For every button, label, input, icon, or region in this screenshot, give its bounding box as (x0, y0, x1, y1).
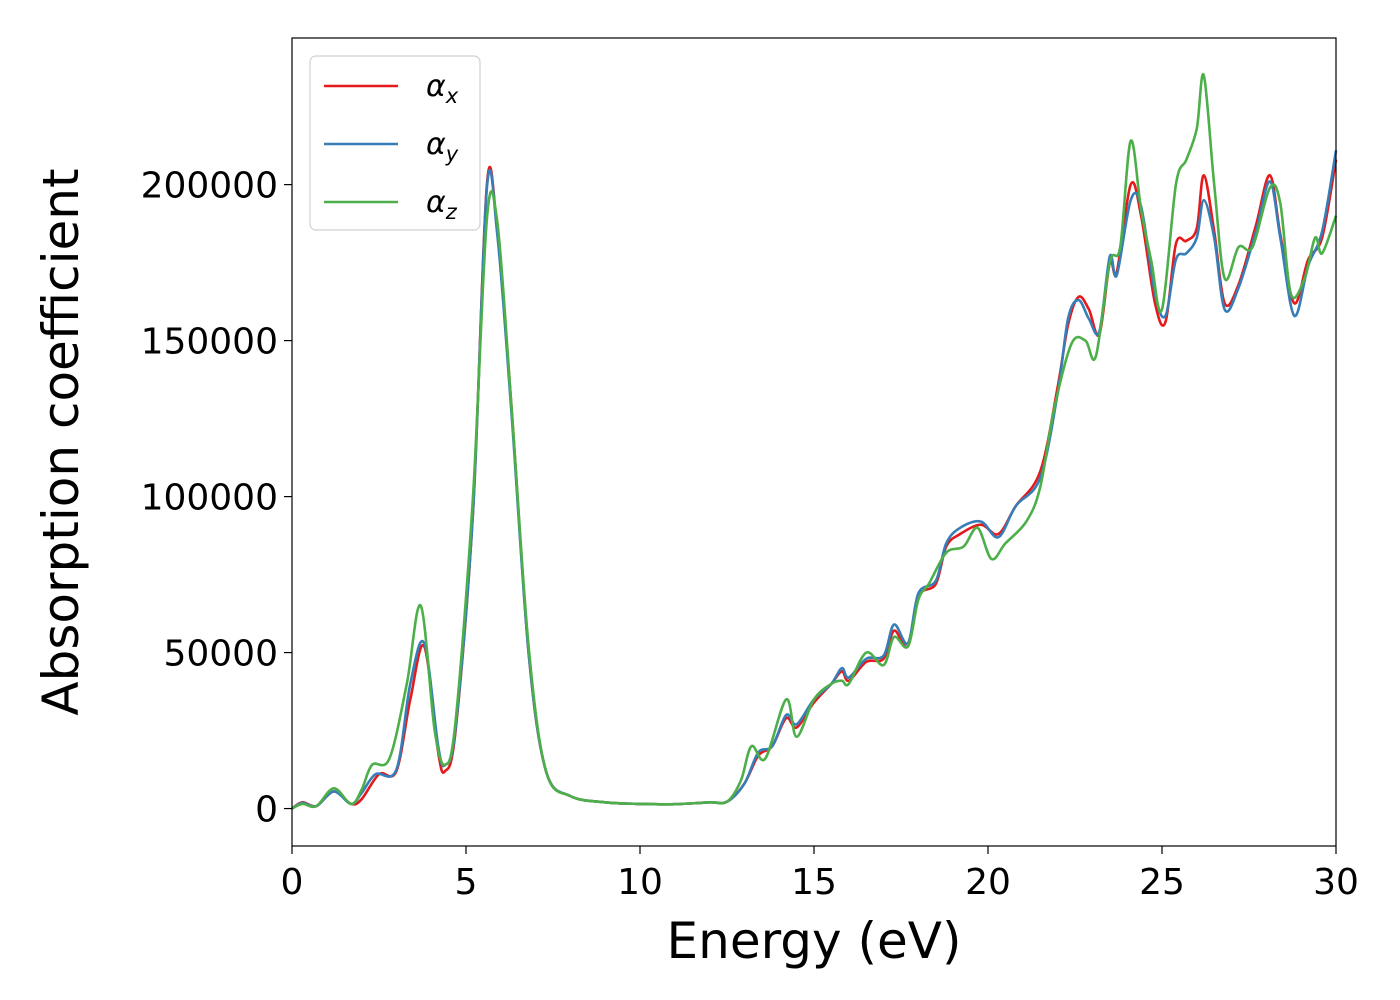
legend-label-base: α (426, 185, 446, 220)
x-axis-label: Energy (eV) (667, 912, 962, 970)
legend-label-y: αy (426, 127, 459, 166)
y-tick-label: 50000 (163, 634, 278, 675)
legend-label-subscript: x (445, 84, 459, 108)
x-axis: 0 5 10 15 20 25 30 (281, 846, 1359, 903)
x-tick-label: 30 (1313, 862, 1359, 903)
x-tick-label: 10 (617, 862, 663, 903)
y-axis-label: Absorption coefficient (32, 168, 90, 715)
y-tick-label: 150000 (141, 322, 278, 363)
series-line-z (291, 73, 1338, 810)
legend-label-base: α (426, 69, 446, 104)
legend-label-base: α (426, 127, 446, 162)
x-tick-label: 0 (281, 862, 304, 903)
series-line-y (291, 150, 1338, 810)
x-tick-label: 15 (791, 862, 837, 903)
y-tick-label: 100000 (141, 478, 278, 519)
x-tick-label: 5 (455, 862, 478, 903)
legend-label-subscript: z (445, 200, 458, 224)
y-axis: 0 50000 100000 150000 200000 (141, 166, 292, 831)
series-layer (291, 73, 1338, 810)
legend-label-subscript: y (445, 142, 459, 166)
legend-label-x: αx (426, 69, 459, 108)
x-tick-label: 20 (965, 862, 1011, 903)
series-line-x (291, 159, 1338, 810)
x-tick-label: 25 (1139, 862, 1185, 903)
y-tick-label: 0 (255, 790, 278, 831)
y-tick-label: 200000 (141, 166, 278, 207)
legend-label-z: αz (426, 185, 458, 224)
